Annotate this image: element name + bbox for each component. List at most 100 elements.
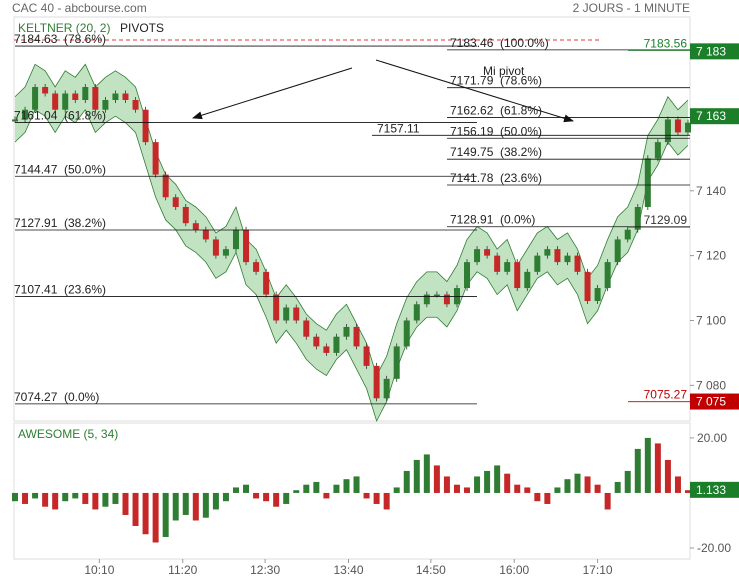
fib-price: 7161.04 — [14, 109, 58, 123]
fib-pct: (0.0%) — [64, 390, 99, 404]
ao-bar — [32, 492, 39, 499]
candle — [474, 249, 481, 263]
candle — [313, 336, 320, 347]
candle — [112, 93, 119, 100]
arrow — [375, 59, 574, 123]
fib-pct: (23.6%) — [500, 171, 542, 185]
ao-bar — [232, 487, 239, 493]
ao-bar — [554, 487, 561, 493]
ao-bar — [92, 492, 99, 510]
price-tag — [690, 393, 739, 410]
ao-bar — [303, 484, 310, 493]
candle — [283, 307, 290, 321]
y-tick-label: 7 080 — [696, 378, 726, 392]
ao-bar — [202, 492, 209, 518]
ao-bar — [212, 492, 219, 510]
ao-bar — [192, 492, 199, 521]
candle — [182, 206, 189, 224]
candle — [564, 255, 571, 263]
fib-price: 7144.47 — [14, 162, 58, 176]
ao-bar — [293, 490, 300, 493]
header-title: CAC 40 - abcbourse.com — [12, 1, 147, 15]
candle — [122, 93, 129, 100]
ao-bar — [152, 492, 159, 543]
ao-bar — [122, 492, 129, 515]
ao-bar — [634, 448, 641, 493]
candle — [263, 271, 270, 295]
ao-bar — [574, 473, 581, 493]
ao-bar — [433, 465, 440, 493]
candle — [152, 142, 159, 175]
candle — [494, 255, 501, 272]
candle — [192, 223, 199, 230]
candle — [343, 326, 350, 337]
pivot-price: 7157.11 — [377, 121, 420, 135]
x-tick-label: 10:10 — [84, 563, 114, 577]
candle — [32, 87, 39, 110]
indicator-label: KELTNER (20, 2) — [18, 21, 110, 35]
ao-bar — [323, 492, 330, 499]
candle — [443, 294, 450, 305]
fib-pct: (0.0%) — [500, 213, 535, 227]
ao-bar — [393, 487, 400, 493]
candle — [353, 326, 360, 347]
ao-bar — [182, 492, 189, 515]
ao-bar — [423, 454, 430, 493]
ao-bar — [82, 492, 89, 504]
candle — [464, 262, 471, 289]
keltner-band — [15, 64, 688, 421]
candle — [644, 158, 651, 207]
level-price: 7075.27 — [644, 388, 688, 402]
candle — [323, 346, 330, 353]
candle — [222, 249, 229, 256]
fib-pct: (23.6%) — [64, 282, 106, 296]
price-tag-label: 7 163 — [696, 109, 726, 123]
keltner-upper — [14, 63, 689, 377]
ao-bar — [674, 476, 681, 493]
ao-bar — [333, 484, 340, 493]
candle — [52, 93, 59, 110]
value-tag-label: 1.133 — [696, 483, 726, 497]
ao-bar — [383, 492, 390, 510]
fib-price: 7171.79 — [450, 74, 494, 88]
candle — [674, 119, 681, 133]
ao-bar — [443, 476, 450, 493]
overlay-label: PIVOTS — [120, 21, 164, 35]
candle — [132, 99, 139, 110]
candle — [423, 294, 430, 305]
level-price: 7129.09 — [644, 213, 688, 227]
fib-price: 7149.75 — [450, 145, 494, 159]
y-tick-label: -20.00 — [697, 541, 731, 555]
ao-bar — [524, 487, 531, 493]
candle — [162, 174, 169, 198]
candle — [504, 262, 511, 272]
ao-bar — [584, 476, 591, 493]
candle — [534, 255, 541, 272]
fib-price: 7128.91 — [450, 213, 494, 227]
ao-bar — [142, 492, 149, 535]
x-tick-label: 14:50 — [416, 563, 446, 577]
value-tag — [690, 481, 739, 498]
price-tag — [690, 43, 739, 60]
pivot-label: Mi pivot — [483, 64, 525, 78]
ao-bar — [484, 470, 491, 493]
ao-bar — [544, 492, 551, 504]
ao-bar — [52, 492, 59, 510]
candle — [403, 320, 410, 347]
candle — [393, 346, 400, 379]
candle — [433, 294, 440, 297]
candle — [102, 99, 109, 110]
ao-bar — [373, 492, 380, 504]
ao-bar — [614, 481, 621, 493]
candle — [92, 87, 99, 110]
ao-bar — [132, 492, 139, 526]
ao-bar — [263, 492, 270, 502]
candle — [172, 197, 179, 207]
fib-pct: (61.8%) — [64, 109, 106, 123]
ao-bar — [172, 492, 179, 521]
x-tick-label: 11:20 — [168, 563, 197, 577]
candle — [413, 304, 420, 321]
ao-bar — [514, 484, 521, 493]
candle — [664, 119, 671, 143]
fib-price: 7156.19 — [450, 124, 494, 138]
